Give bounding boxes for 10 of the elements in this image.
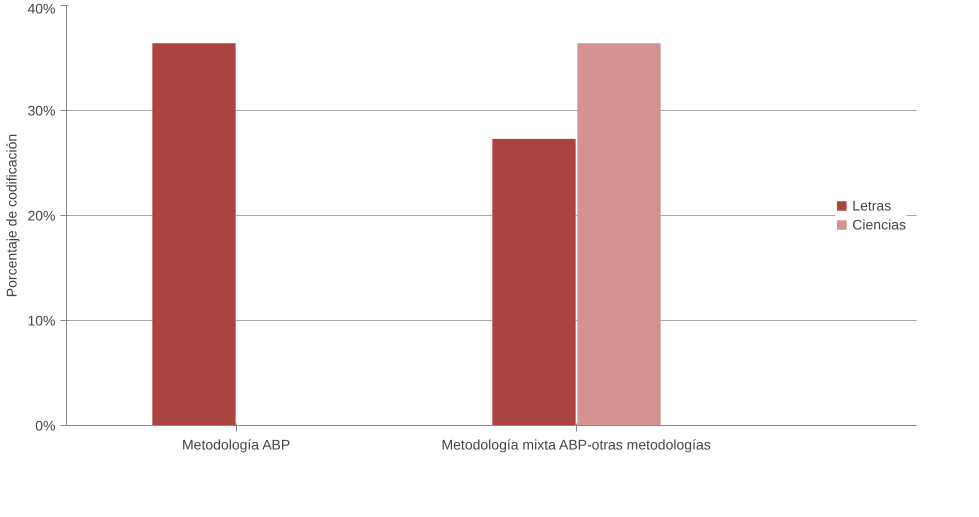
y-tick-label: 30%	[27, 102, 56, 118]
y-axis-title: Porcentaje de codificación	[3, 134, 20, 298]
x-tick-label: Metodología ABP	[182, 436, 290, 452]
x-tick-label: Metodología mixta ABP-otras metodologías	[441, 436, 711, 452]
y-tick-label: 20%	[27, 208, 56, 224]
legend-label: Letras	[852, 198, 892, 214]
y-tick-label: 40%	[27, 0, 56, 16]
y-tick-label: 0%	[35, 418, 56, 434]
legend-label: Ciencias	[852, 216, 906, 232]
y-tick-label: 10%	[27, 312, 56, 328]
